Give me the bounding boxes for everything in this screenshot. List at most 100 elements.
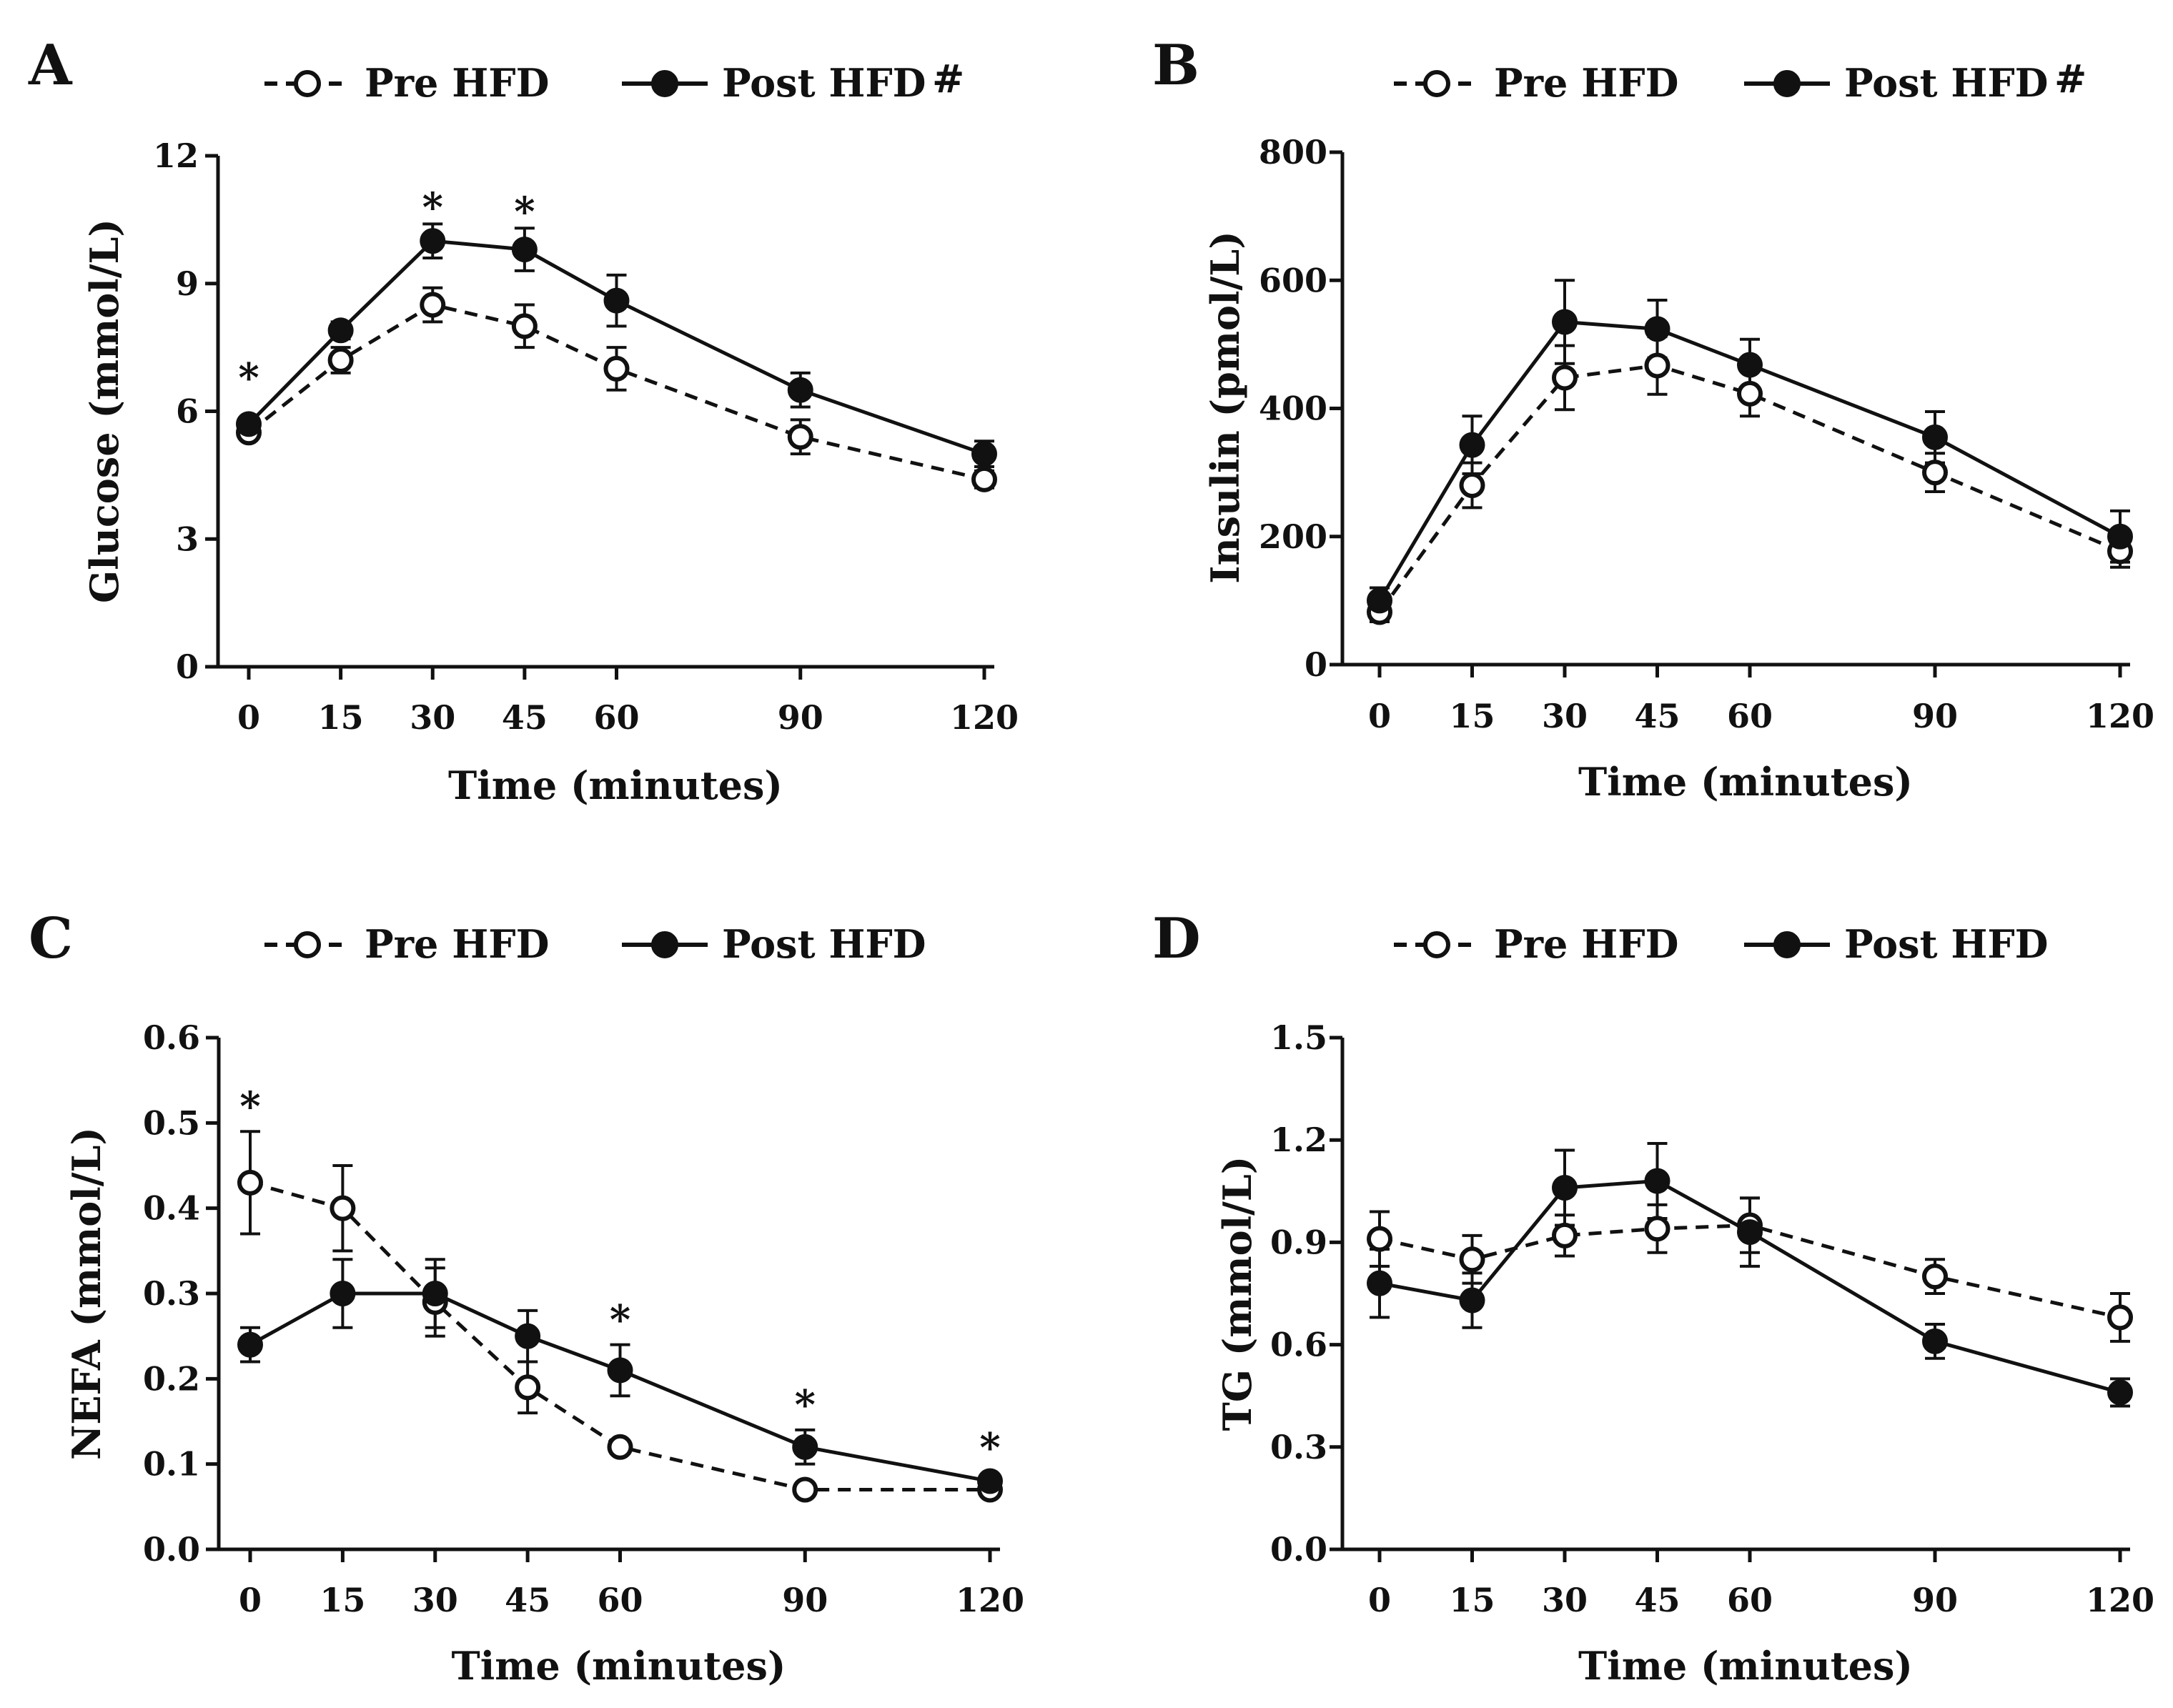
x-tick-label-a: 90 <box>778 698 823 737</box>
x-tick-label-d: 0 <box>1368 1581 1391 1619</box>
legend-label-post-d: Post HFD <box>1844 921 2049 967</box>
panel-c: C Pre HFD Post HFD 0.0 0.1 0.2 0.3 0.4 0.5 0.6 0 15… <box>29 906 1024 1689</box>
data-point-post-b <box>1459 432 1485 458</box>
data-point-pre-b <box>1644 352 1670 379</box>
legend-note-b: # <box>2054 56 2087 101</box>
data-point-post-c <box>330 1281 356 1306</box>
x-tick-label-b: 90 <box>1912 697 1958 735</box>
data-point-post-c <box>422 1281 448 1306</box>
data-point-pre-c <box>237 1169 263 1196</box>
x-tick-label-c: 15 <box>320 1581 365 1619</box>
legend-label-post-c: Post HFD <box>722 921 926 967</box>
data-point-pre-a <box>603 355 630 382</box>
y-tick-label-d: 0.3 <box>1270 1428 1327 1466</box>
y-axis-title-c: NEFA (mmol/L) <box>64 1127 109 1460</box>
x-tick-label-a: 60 <box>593 698 639 737</box>
data-point-pre-c <box>607 1434 633 1460</box>
data-point-post-b <box>2107 523 2133 550</box>
x-axis-title-d: Time (minutes) <box>1578 1643 1913 1689</box>
x-tick-label-d: 90 <box>1912 1581 1958 1619</box>
legend-marker-post-c <box>651 931 678 958</box>
data-point-post-d <box>1367 1270 1392 1296</box>
data-point-post-a <box>327 317 354 344</box>
x-tick-label-a: 15 <box>318 698 364 737</box>
data-point-pre-d <box>1922 1263 1948 1290</box>
y-tick-label-c: 0.0 <box>143 1530 200 1569</box>
data-point-post-c <box>237 1331 263 1358</box>
legend-label-pre-d: Pre HFD <box>1494 921 1678 967</box>
significance-marker-a: * <box>238 354 259 402</box>
y-tick-label-b: 0 <box>1305 645 1327 684</box>
panel-letter-b: B <box>1152 33 1199 98</box>
y-tick-label-d: 1.2 <box>1270 1121 1327 1159</box>
y-axis-title-d: TG (mmol/L) <box>1214 1156 1260 1431</box>
data-point-pre-a <box>971 466 997 492</box>
x-tick-label-c: 90 <box>782 1581 828 1619</box>
series-line-pre-a <box>247 302 985 482</box>
data-point-pre-d <box>2107 1304 2133 1331</box>
x-tick-label-c: 0 <box>239 1581 262 1619</box>
data-point-post-b <box>1644 316 1670 342</box>
data-point-pre-b <box>1922 460 1948 486</box>
data-point-post-a <box>787 377 813 403</box>
data-point-pre-d <box>1367 1226 1392 1252</box>
legend-marker-pre-d <box>1423 931 1450 958</box>
data-point-pre-a <box>327 347 354 373</box>
x-tick-label-b: 60 <box>1727 697 1773 735</box>
data-point-pre-b <box>1737 380 1763 407</box>
significance-marker-c: * <box>239 1083 260 1130</box>
data-point-post-d <box>1922 1328 1948 1354</box>
legend-marker-post-b <box>1773 70 1801 97</box>
data-point-post-b <box>1367 587 1392 614</box>
data-point-pre-c <box>330 1195 356 1221</box>
x-axis-title-c: Time (minutes) <box>452 1643 786 1689</box>
data-point-pre-d <box>1552 1222 1578 1248</box>
y-tick-label-b: 400 <box>1259 389 1327 428</box>
data-point-pre-b <box>1459 472 1485 499</box>
legend-label-pre-b: Pre HFD <box>1494 60 1678 106</box>
panel-letter-c: C <box>29 906 73 971</box>
panel-letter-a: A <box>28 33 73 98</box>
y-tick-label-d: 0.6 <box>1270 1326 1327 1364</box>
x-tick-label-c: 120 <box>956 1581 1024 1619</box>
data-point-pre-a <box>787 424 813 450</box>
legend-note-a: # <box>932 56 964 101</box>
legend-label-pre-a: Pre HFD <box>365 60 549 106</box>
significance-marker-c: * <box>979 1424 1000 1471</box>
legend-marker-post-d <box>1773 931 1801 958</box>
data-point-post-d <box>1459 1287 1485 1314</box>
y-axis-title-b: Insulin (pmol/L) <box>1202 231 1248 584</box>
significance-marker-c: * <box>795 1381 816 1429</box>
y-tick-label-c: 0.2 <box>143 1359 200 1398</box>
significance-marker-a: * <box>514 188 535 235</box>
y-tick-label-c: 0.1 <box>143 1445 200 1484</box>
y-tick-label-b: 200 <box>1259 517 1327 556</box>
x-tick-label-a: 120 <box>950 698 1019 737</box>
data-point-post-d <box>2107 1379 2133 1406</box>
data-point-post-b <box>1552 309 1578 335</box>
data-point-post-a <box>511 237 538 263</box>
y-tick-label-c: 0.4 <box>143 1189 200 1228</box>
significance-marker-a: * <box>422 184 443 232</box>
x-tick-label-b: 15 <box>1449 697 1495 735</box>
data-point-pre-d <box>1459 1246 1485 1273</box>
data-point-post-b <box>1737 352 1763 378</box>
significance-marker-c: * <box>610 1296 630 1344</box>
x-tick-label-b: 30 <box>1542 697 1588 735</box>
y-tick-label-b: 600 <box>1259 261 1327 299</box>
data-point-post-a <box>420 228 446 254</box>
x-tick-label-b: 120 <box>2086 697 2154 735</box>
panel-letter-d: D <box>1152 906 1201 971</box>
data-point-post-a <box>603 287 630 314</box>
legend-label-post-b: Post HFD <box>1844 60 2049 106</box>
x-tick-label-d: 45 <box>1634 1581 1680 1619</box>
data-point-post-d <box>1552 1175 1578 1201</box>
data-point-pre-a <box>511 313 538 339</box>
y-tick-label-a: 3 <box>176 520 199 558</box>
x-tick-label-a: 30 <box>410 698 455 737</box>
x-tick-label-b: 45 <box>1634 697 1680 735</box>
y-tick-label-d: 0.9 <box>1270 1223 1327 1261</box>
x-axis-title-a: Time (minutes) <box>448 763 783 808</box>
x-tick-label-d: 120 <box>2086 1581 2154 1619</box>
